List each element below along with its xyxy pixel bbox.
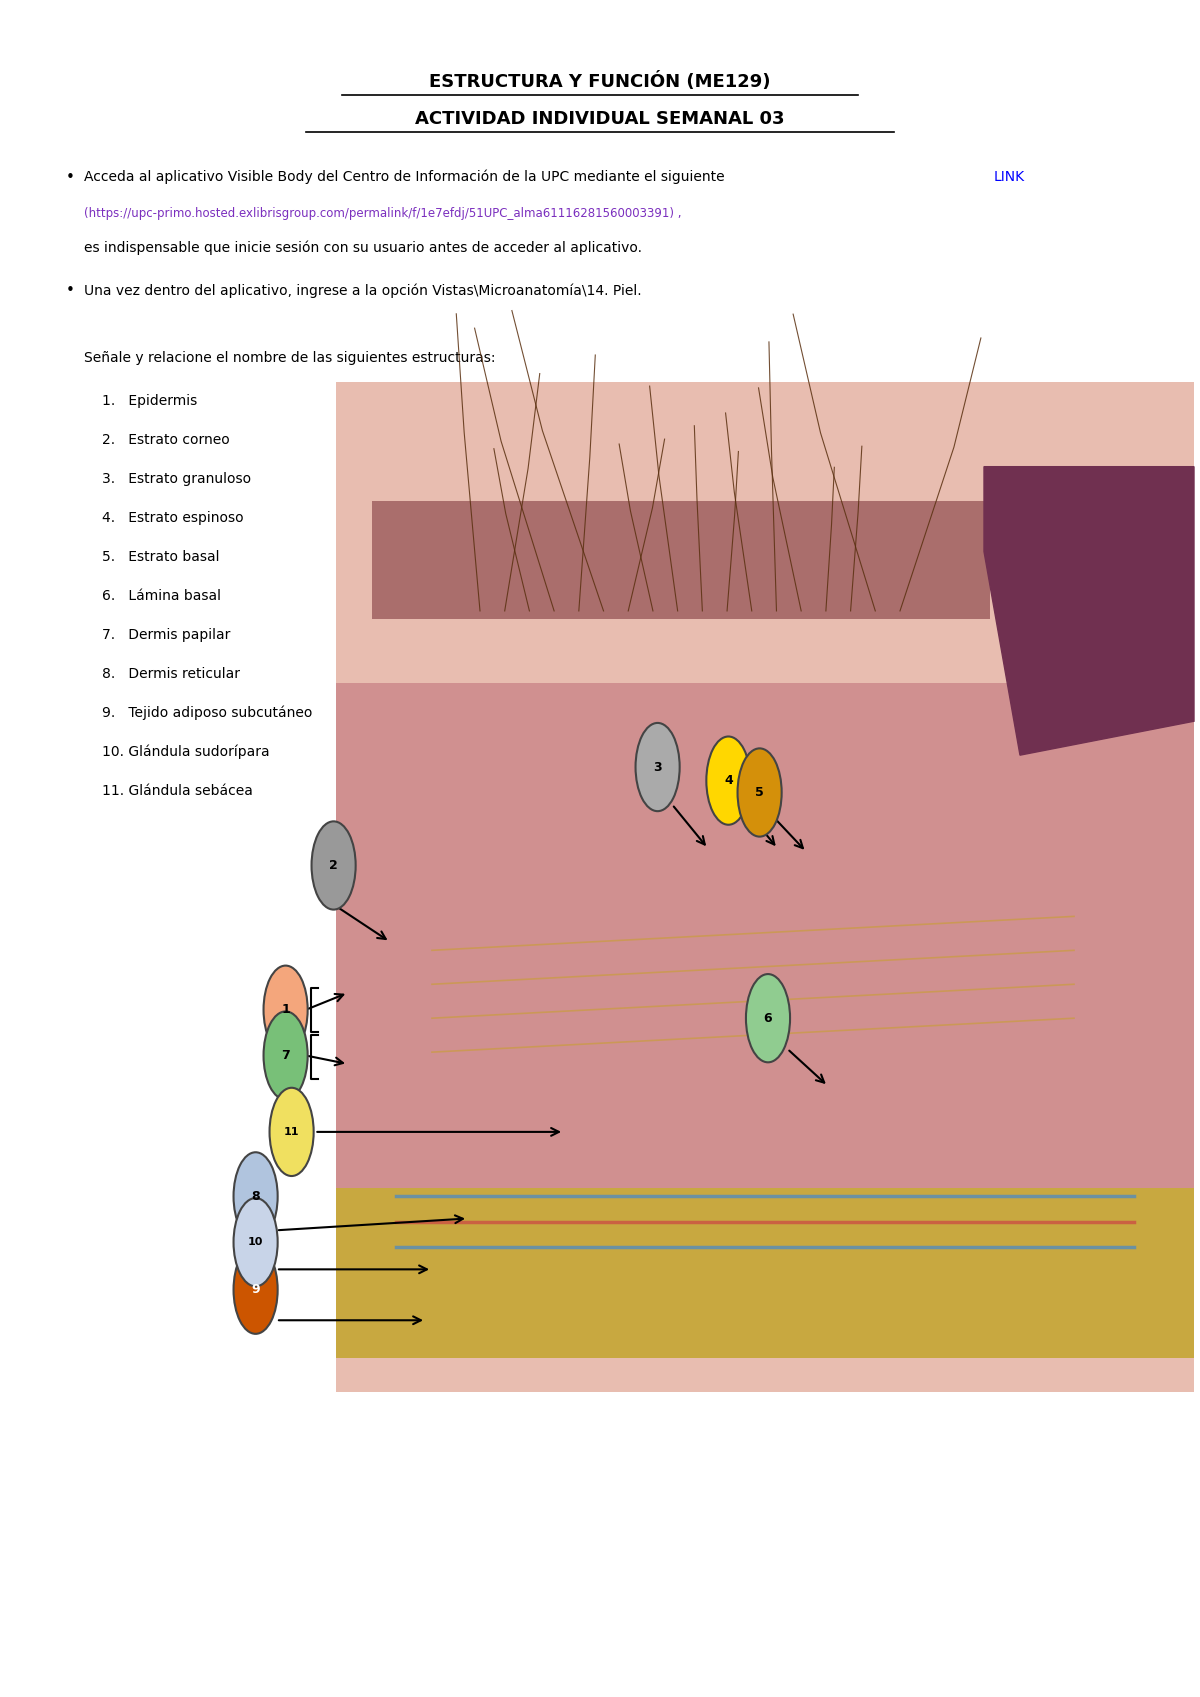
Ellipse shape xyxy=(312,821,355,910)
Text: 1.   Epidermis: 1. Epidermis xyxy=(102,394,197,407)
Text: 9.   Tejido adiposo subcutáneo: 9. Tejido adiposo subcutáneo xyxy=(102,706,312,721)
Text: •: • xyxy=(66,283,74,299)
Ellipse shape xyxy=(264,966,307,1054)
Text: •: • xyxy=(66,170,74,185)
Text: Acceda al aplicativo Visible Body del Centro de Información de la UPC mediante e: Acceda al aplicativo Visible Body del Ce… xyxy=(84,170,730,185)
Text: Una vez dentro del aplicativo, ingrese a la opción Vistas\Microanatomía\14. Piel: Una vez dentro del aplicativo, ingrese a… xyxy=(84,283,642,299)
Text: 1: 1 xyxy=(281,1003,290,1017)
Polygon shape xyxy=(984,467,1194,755)
Text: 7: 7 xyxy=(281,1049,290,1062)
Ellipse shape xyxy=(270,1088,313,1176)
Text: 6: 6 xyxy=(763,1011,773,1025)
Bar xyxy=(372,501,990,619)
Ellipse shape xyxy=(234,1246,277,1334)
Text: 9: 9 xyxy=(251,1283,260,1297)
Text: 2: 2 xyxy=(329,859,338,872)
Text: 10. Glándula sudorípara: 10. Glándula sudorípara xyxy=(102,745,270,760)
Text: LINK: LINK xyxy=(994,170,1025,183)
Text: 10: 10 xyxy=(248,1237,263,1247)
Text: Señale y relacione el nombre de las siguientes estructuras:: Señale y relacione el nombre de las sigu… xyxy=(84,351,496,365)
Text: (https://upc-primo.hosted.exlibrisgroup.com/permalink/f/1e7efdj/51UPC_alma611162: (https://upc-primo.hosted.exlibrisgroup.… xyxy=(84,207,682,221)
Bar xyxy=(336,684,1194,1239)
Ellipse shape xyxy=(746,974,790,1062)
Text: 8.   Dermis reticular: 8. Dermis reticular xyxy=(102,667,240,680)
Text: 5: 5 xyxy=(755,786,764,799)
Text: ACTIVIDAD INDIVIDUAL SEMANAL 03: ACTIVIDAD INDIVIDUAL SEMANAL 03 xyxy=(415,110,785,127)
Ellipse shape xyxy=(264,1011,307,1100)
Text: ESTRUCTURA Y FUNCIÓN (ME129): ESTRUCTURA Y FUNCIÓN (ME129) xyxy=(430,71,770,92)
Text: 4: 4 xyxy=(724,774,733,787)
Ellipse shape xyxy=(707,736,750,825)
Ellipse shape xyxy=(636,723,679,811)
Ellipse shape xyxy=(234,1152,277,1241)
Text: 7.   Dermis papilar: 7. Dermis papilar xyxy=(102,628,230,641)
Ellipse shape xyxy=(234,1198,277,1286)
Ellipse shape xyxy=(738,748,781,837)
Text: 11: 11 xyxy=(284,1127,299,1137)
Text: es indispensable que inicie sesión con su usuario antes de acceder al aplicativo: es indispensable que inicie sesión con s… xyxy=(84,241,642,256)
Text: 6.   Lámina basal: 6. Lámina basal xyxy=(102,589,221,602)
Text: 4.   Estrato espinoso: 4. Estrato espinoso xyxy=(102,511,244,524)
Text: 5.   Estrato basal: 5. Estrato basal xyxy=(102,550,220,563)
Text: 2.   Estrato corneo: 2. Estrato corneo xyxy=(102,433,229,446)
Text: 11. Glándula sebácea: 11. Glándula sebácea xyxy=(102,784,253,798)
Text: 3: 3 xyxy=(653,760,662,774)
Text: 3.   Estrato granuloso: 3. Estrato granuloso xyxy=(102,472,251,485)
Bar xyxy=(336,1188,1194,1358)
Text: 8: 8 xyxy=(251,1190,260,1203)
Bar xyxy=(336,382,1194,1392)
